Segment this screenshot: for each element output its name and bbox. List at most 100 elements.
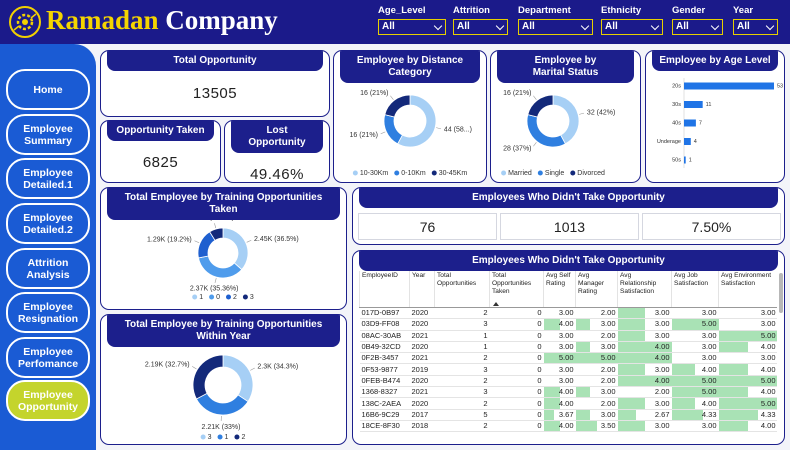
cell-text: 16B6-9C29 — [361, 409, 400, 419]
table-cell: 3.00 — [575, 341, 618, 354]
cell-text: 3 — [483, 387, 488, 397]
cell-text: 4.00 — [701, 398, 717, 408]
cell-text: 2021 — [411, 353, 429, 363]
legend-swatch — [226, 294, 231, 300]
leader-line — [533, 142, 537, 147]
nav-button[interactable]: Employee Perfomance — [6, 337, 90, 378]
cell-text: 5.00 — [701, 319, 717, 329]
category-label: 40s — [672, 120, 681, 126]
cell-text: 2019 — [411, 364, 429, 374]
cell-text: 2.00 — [600, 330, 616, 340]
data-bar — [617, 319, 645, 330]
cell-text: 2020 — [411, 319, 429, 329]
nav-button[interactable]: Employee Resignation — [6, 292, 90, 333]
bar — [684, 156, 686, 164]
filter-dropdown[interactable]: All — [518, 19, 593, 35]
cell-text: 2.00 — [600, 364, 616, 374]
table-cell: 4.00 — [718, 363, 777, 376]
legend-label: 3 — [250, 294, 254, 301]
filter: Ethnicity All — [601, 5, 663, 35]
brand: Ramadan Company — [46, 5, 278, 36]
data-bar — [575, 341, 590, 353]
cell-text: 5.00 — [701, 387, 717, 397]
data-bar — [617, 375, 672, 387]
table-cell: 138C-2AEA — [359, 397, 410, 410]
chart: 2.45K (36.5%) 2.37K (35.36%) 1.29K (19.2%)… — [147, 214, 299, 301]
data-label: 16 (21%) — [360, 90, 388, 97]
leader-line — [250, 367, 255, 371]
column-header: Avg Job Satisfaction — [671, 271, 719, 308]
table-cell: 3.00 — [575, 318, 618, 331]
data-bar — [718, 364, 748, 375]
nav-button[interactable]: Home — [6, 69, 90, 110]
table-cell: 2.00 — [575, 363, 618, 376]
leader-line — [214, 278, 217, 284]
nav-button[interactable]: Employee Detailed.1 — [6, 158, 90, 199]
brand-second: Company — [165, 5, 278, 35]
filter-dropdown[interactable]: All — [672, 19, 723, 35]
table-cell: 3.00 — [671, 352, 719, 365]
cell-text: 3.00 — [760, 319, 776, 329]
table-cell: 0 — [489, 318, 544, 331]
column-header: Total Opportunities Taken — [489, 271, 544, 308]
table-cell: 4.00 — [718, 386, 777, 399]
nav-button[interactable]: Employee Detailed.2 — [6, 203, 90, 244]
cell-text: 1 — [483, 342, 488, 352]
nav-button[interactable]: Employee Opportunity — [6, 380, 90, 421]
data-bar — [575, 409, 590, 420]
nav-button[interactable]: Employee Summary — [6, 114, 90, 155]
cell-text: 2.67 — [654, 409, 670, 419]
table-cell: 3.00 — [617, 420, 672, 433]
table-cell: 1 — [434, 341, 490, 354]
cell-text: 138C-2AEA — [361, 398, 402, 408]
card-title: Employee by Marital Status — [497, 51, 634, 83]
scrollbar[interactable] — [779, 273, 783, 313]
table-cell: 0 — [489, 330, 544, 342]
cell-text: 0 — [537, 421, 542, 431]
legend: 1 0 2 3 — [192, 294, 254, 301]
data-label: 28 (37%) — [503, 145, 531, 152]
filter: Year All — [733, 5, 778, 35]
cell-text: 3.00 — [654, 308, 670, 318]
table-cell: 5.00 — [575, 352, 618, 365]
nav-button[interactable]: Attrition Analysis — [6, 248, 90, 289]
data-bar — [617, 308, 645, 319]
nav-panel: Home Employee Summary Employee Detailed.… — [0, 44, 96, 450]
filter-dropdown[interactable]: All — [453, 19, 508, 35]
chart-card: Total Employee by Training Opportunities… — [100, 187, 347, 310]
kpi-card: Employees Who Didn't Take Opportunity 76… — [352, 187, 785, 245]
cell-text: 2.00 — [600, 398, 616, 408]
legend-label: 2 — [241, 434, 245, 441]
cell-text: 4.00 — [654, 353, 670, 363]
table-cell: 3.00 — [671, 420, 719, 433]
table-row: 03D9-FF08 2020 3 0 4.00 3.00 3.00 5.00 3.00 — [359, 318, 777, 331]
filter: Age_Level All — [378, 5, 446, 35]
leader-line — [246, 239, 252, 243]
donut-slice — [192, 354, 224, 400]
filter-dropdown[interactable]: All — [378, 19, 446, 35]
filter-label: Ethnicity — [601, 5, 642, 16]
column-header: Year — [409, 271, 435, 308]
leader-line — [579, 112, 585, 115]
table-cell: 3 — [434, 318, 490, 331]
table-cell: 4.00 — [671, 397, 719, 410]
table-row: 18CE-8F30 2018 2 0 4.00 3.50 3.00 3.00 4.00 — [359, 420, 777, 433]
data-bar — [718, 341, 748, 353]
column-header: Avg Environment Satisfaction — [718, 271, 777, 308]
filter-dropdown[interactable]: All — [601, 19, 663, 35]
cell-text: 5.00 — [558, 353, 574, 363]
table-cell: 2018 — [409, 420, 435, 433]
cell-text: 5.00 — [760, 398, 776, 408]
data-label: 2.37K (35.36%) — [190, 286, 239, 293]
data-bar — [543, 398, 560, 409]
filter-dropdown[interactable]: All — [733, 19, 778, 35]
table-cell: 2.67 — [617, 409, 672, 421]
cell-text: 0 — [537, 364, 542, 374]
table-row: 0F53-9877 2019 3 0 3.00 2.00 3.00 4.00 4.00 — [359, 363, 777, 376]
cell-text: 5.00 — [600, 353, 616, 363]
table-cell: 4.00 — [617, 352, 672, 365]
card-title: Lost Opportunity — [231, 121, 323, 153]
table-cell: 2020 — [409, 375, 435, 388]
data-bar — [617, 330, 645, 341]
